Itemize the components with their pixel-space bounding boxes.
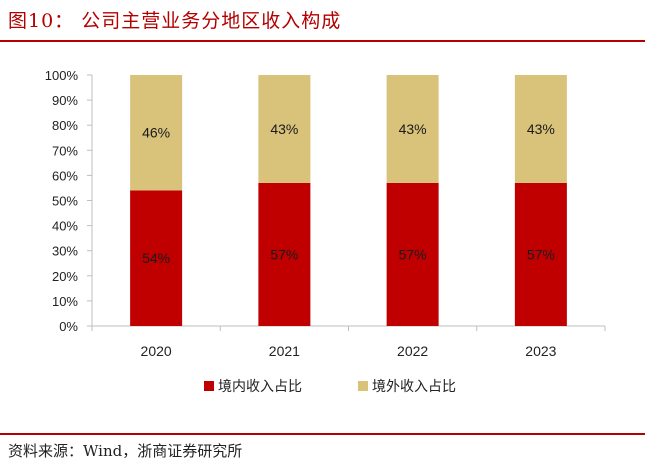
data-label-domestic: 57% — [527, 246, 555, 262]
source-note: 资料来源：Wind，浙商证券研究所 — [8, 442, 243, 460]
y-tick-label: 70% — [52, 143, 78, 158]
data-label-overseas: 43% — [527, 121, 555, 137]
y-tick-label: 40% — [52, 219, 78, 234]
bar-overseas — [258, 75, 311, 183]
title-rule — [0, 40, 645, 42]
bar-overseas — [130, 75, 183, 191]
source-rule — [0, 433, 645, 435]
legend-label-domestic: 境内收入占比 — [218, 379, 302, 395]
bar-domestic — [130, 190, 183, 326]
x-category-label: 2022 — [397, 343, 428, 359]
bar-overseas — [386, 75, 439, 183]
y-tick-label: 80% — [52, 118, 78, 133]
x-category-label: 2021 — [269, 343, 300, 359]
bar-domestic — [258, 182, 311, 326]
legend-swatch-domestic — [204, 381, 214, 391]
y-tick-label: 30% — [52, 244, 78, 259]
bar-domestic — [514, 182, 567, 326]
figure-title: 图10： 公司主营业务分地区收入构成 — [8, 10, 342, 32]
legend-label-overseas: 境外收入占比 — [372, 379, 456, 395]
y-tick-label: 50% — [52, 194, 78, 209]
y-tick-label: 60% — [52, 168, 78, 183]
x-category-label: 2023 — [525, 343, 556, 359]
data-label-domestic: 54% — [142, 250, 170, 266]
y-tick-label: 100% — [45, 68, 79, 83]
legend-swatch-overseas — [358, 381, 368, 391]
data-label-domestic: 57% — [399, 246, 427, 262]
data-label-overseas: 43% — [399, 121, 427, 137]
bar-overseas — [514, 75, 567, 183]
stacked-bar-chart: 0% 10% 20% 30% 40% 50% 60% 70% 80% 90% 100% 54% 46% 2… — [45, 68, 606, 395]
bar-domestic — [386, 182, 439, 326]
data-label-overseas: 43% — [270, 121, 298, 137]
y-tick-label: 0% — [59, 319, 78, 334]
y-tick-label: 10% — [52, 294, 78, 309]
y-tick-label: 90% — [52, 93, 78, 108]
y-tick-label: 20% — [52, 269, 78, 284]
data-label-domestic: 57% — [270, 246, 298, 262]
x-category-label: 2020 — [141, 343, 172, 359]
data-label-overseas: 46% — [142, 125, 170, 141]
